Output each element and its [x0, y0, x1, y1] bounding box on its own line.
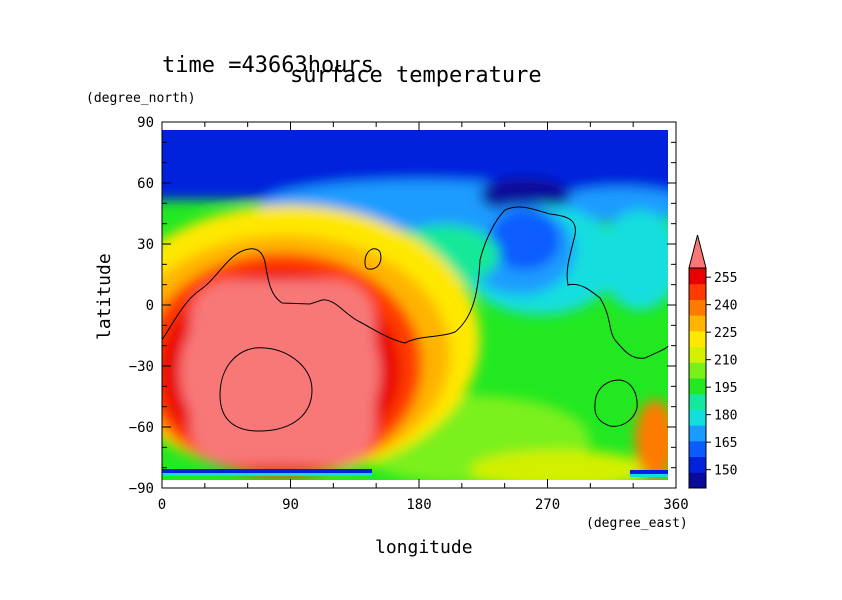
- colorbar-frame: [688, 267, 707, 489]
- colorbar-label: 255: [714, 271, 737, 286]
- colorbar-label: 240: [714, 299, 737, 314]
- colorbar-segment: [689, 393, 706, 410]
- colorbar: 255 240 225 210 195 180 165 150: [688, 234, 737, 489]
- y-tick-label: −90: [129, 481, 154, 497]
- colorbar-label: 225: [714, 326, 737, 341]
- colorbar-segment: [689, 330, 706, 348]
- x-tick-label: 360: [663, 497, 688, 513]
- colorbar-segment: [689, 299, 706, 316]
- colorbar-segment: [689, 362, 706, 379]
- contour-east-ring: [594, 379, 638, 427]
- chart-title: surface temperature: [290, 63, 542, 88]
- colorbar-segment: [689, 346, 706, 363]
- contour-dichotomy: [161, 206, 669, 359]
- x-axis-ticks: 0 90 180 270 360: [158, 122, 689, 513]
- y-tick-label: 90: [137, 115, 154, 131]
- colorbar-label: 165: [714, 436, 737, 451]
- x-axis-label: longitude: [375, 537, 473, 558]
- colorbar-segment: [689, 456, 706, 473]
- time-label: time =43663hours: [162, 53, 374, 78]
- y-tick-label: −60: [129, 420, 154, 436]
- colorbar-segment: [689, 472, 706, 489]
- x-tick-label: 90: [282, 497, 299, 513]
- y-tick-label: 0: [146, 298, 154, 314]
- colorbar-segment: [689, 440, 706, 458]
- colorbar-segment: [689, 425, 706, 442]
- y-unit-label: (degree_north): [86, 91, 196, 106]
- x-tick-label: 270: [535, 497, 560, 513]
- colorbar-segment: [689, 409, 706, 426]
- y-tick-label: −30: [129, 359, 154, 375]
- y-axis-ticks: 90 60 30 0 −30 −60 −90: [129, 115, 676, 497]
- x-tick-label: 0: [158, 497, 166, 513]
- colorbar-segment: [689, 378, 706, 395]
- colorbar-extend-triangle: [688, 234, 707, 269]
- heatmap-field: [162, 130, 668, 480]
- contour-lines: [161, 206, 669, 432]
- x-tick-label: 180: [406, 497, 431, 513]
- y-tick-label: 60: [137, 176, 154, 192]
- contour-basin: [219, 347, 313, 432]
- colorbar-label: 210: [714, 354, 737, 369]
- y-tick-label: 30: [137, 237, 154, 253]
- x-unit-label: (degree_east): [586, 516, 688, 531]
- colorbar-label: 180: [714, 409, 737, 424]
- contour-small-ring: [364, 248, 382, 270]
- colorbar-segment: [689, 315, 706, 332]
- colorbar-label: 150: [714, 464, 737, 479]
- y-axis-label: latitude: [94, 253, 115, 340]
- colorbar-segment: [689, 283, 706, 300]
- colorbar-label: 195: [714, 381, 737, 396]
- colorbar-segment: [689, 268, 706, 285]
